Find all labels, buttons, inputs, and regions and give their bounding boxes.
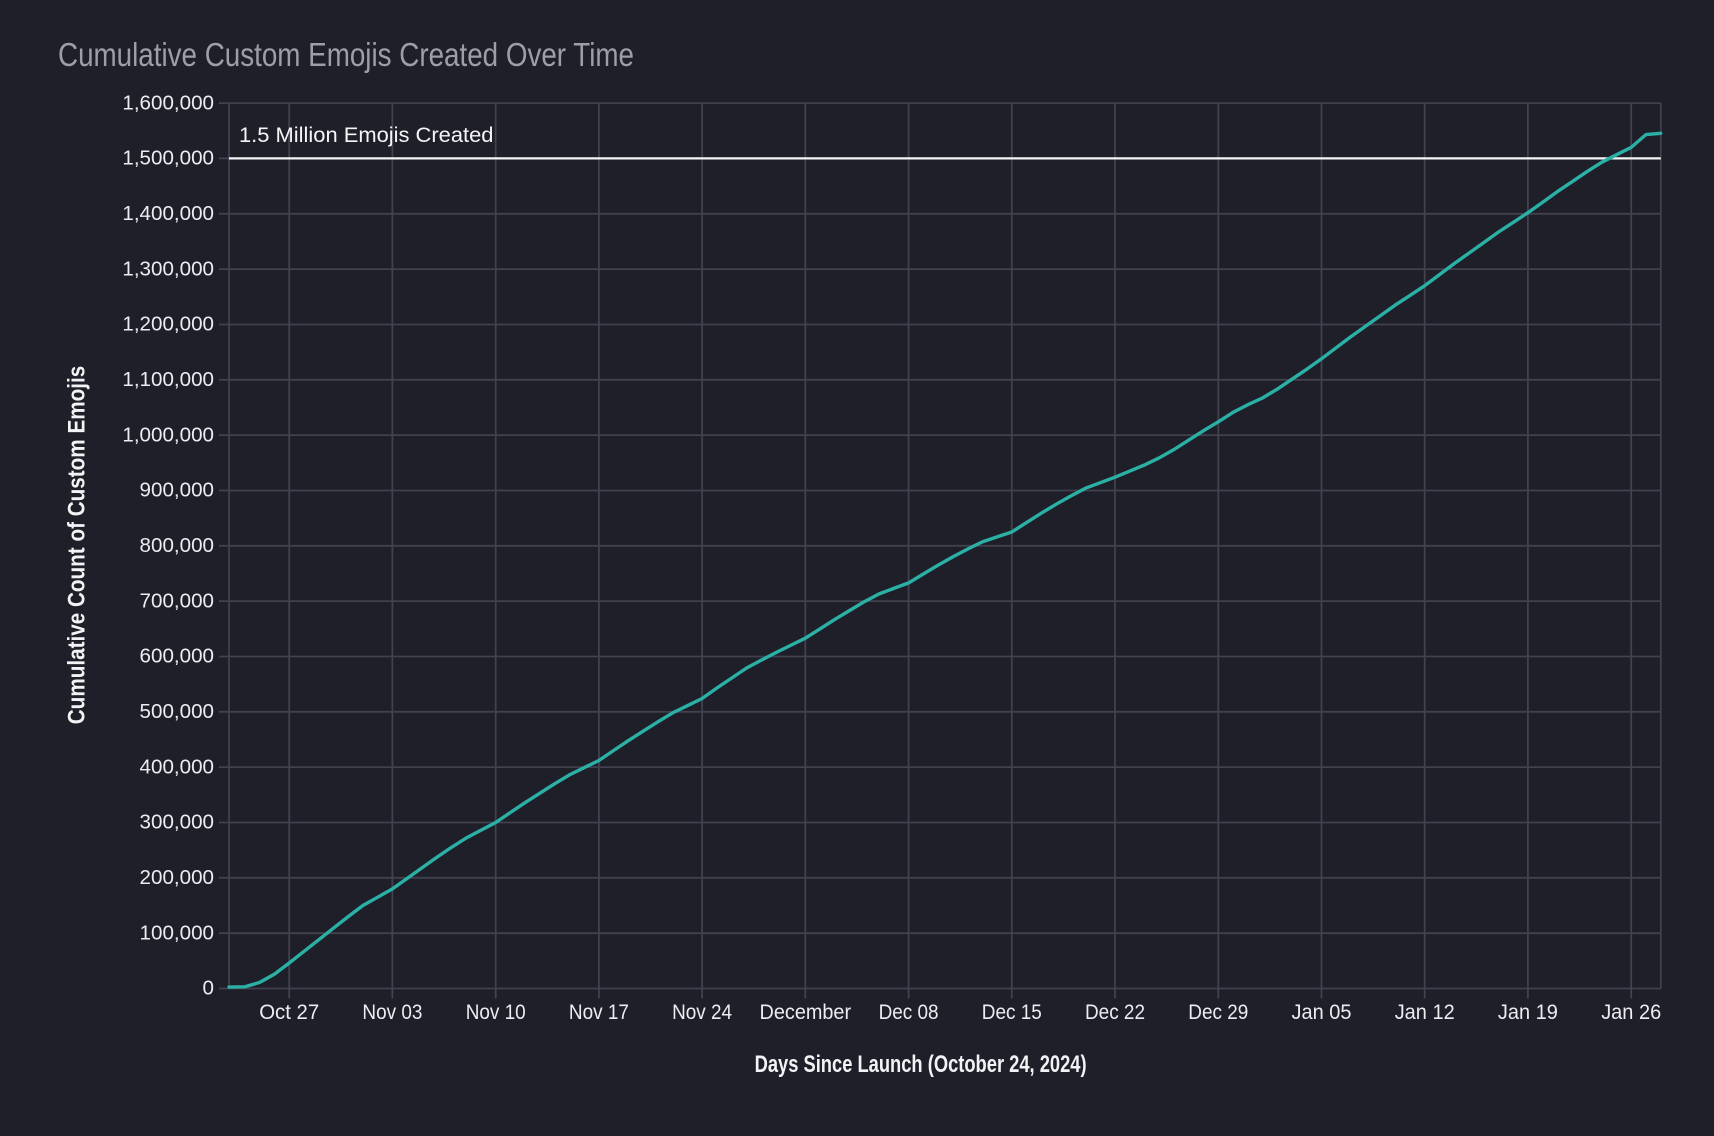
svg-text:Cumulative Count of Custom Emo: Cumulative Count of Custom Emojis	[64, 366, 91, 725]
svg-text:400,000: 400,000	[140, 755, 214, 778]
svg-text:Nov 03: Nov 03	[362, 1000, 422, 1024]
svg-text:1,400,000: 1,400,000	[122, 202, 214, 225]
svg-text:Days Since Launch (October 24,: Days Since Launch (October 24, 2024)	[755, 1051, 1087, 1078]
svg-text:900,000: 900,000	[140, 479, 214, 502]
svg-text:1,600,000: 1,600,000	[122, 91, 214, 114]
svg-text:1,100,000: 1,100,000	[122, 368, 214, 391]
svg-text:Dec 29: Dec 29	[1188, 1000, 1248, 1024]
svg-text:Jan 05: Jan 05	[1292, 1000, 1352, 1024]
svg-text:1,000,000: 1,000,000	[122, 423, 214, 446]
svg-text:Nov 10: Nov 10	[466, 1000, 526, 1024]
svg-text:500,000: 500,000	[140, 700, 214, 723]
svg-text:1,200,000: 1,200,000	[122, 313, 214, 336]
svg-text:Dec 15: Dec 15	[982, 1000, 1042, 1024]
svg-text:Cumulative Custom Emojis Creat: Cumulative Custom Emojis Created Over Ti…	[58, 37, 634, 74]
svg-text:600,000: 600,000	[140, 645, 214, 668]
svg-text:800,000: 800,000	[140, 534, 214, 557]
svg-text:December: December	[760, 1000, 852, 1024]
svg-text:Nov 17: Nov 17	[569, 1000, 629, 1024]
svg-text:Dec 08: Dec 08	[879, 1000, 939, 1024]
svg-text:200,000: 200,000	[140, 866, 214, 889]
svg-text:1,500,000: 1,500,000	[122, 147, 214, 170]
svg-text:Dec 22: Dec 22	[1085, 1000, 1145, 1024]
svg-text:Jan 26: Jan 26	[1601, 1000, 1661, 1024]
svg-text:0: 0	[203, 977, 214, 1000]
svg-text:1,300,000: 1,300,000	[122, 257, 214, 280]
svg-text:Jan 12: Jan 12	[1395, 1000, 1455, 1024]
svg-text:100,000: 100,000	[140, 921, 214, 944]
svg-text:1.5 Million Emojis Created: 1.5 Million Emojis Created	[239, 124, 494, 147]
svg-text:700,000: 700,000	[140, 589, 214, 612]
svg-text:Jan 19: Jan 19	[1498, 1000, 1558, 1024]
svg-text:Nov 24: Nov 24	[672, 1000, 732, 1024]
svg-text:300,000: 300,000	[140, 811, 214, 834]
svg-text:Oct 27: Oct 27	[259, 1000, 319, 1024]
